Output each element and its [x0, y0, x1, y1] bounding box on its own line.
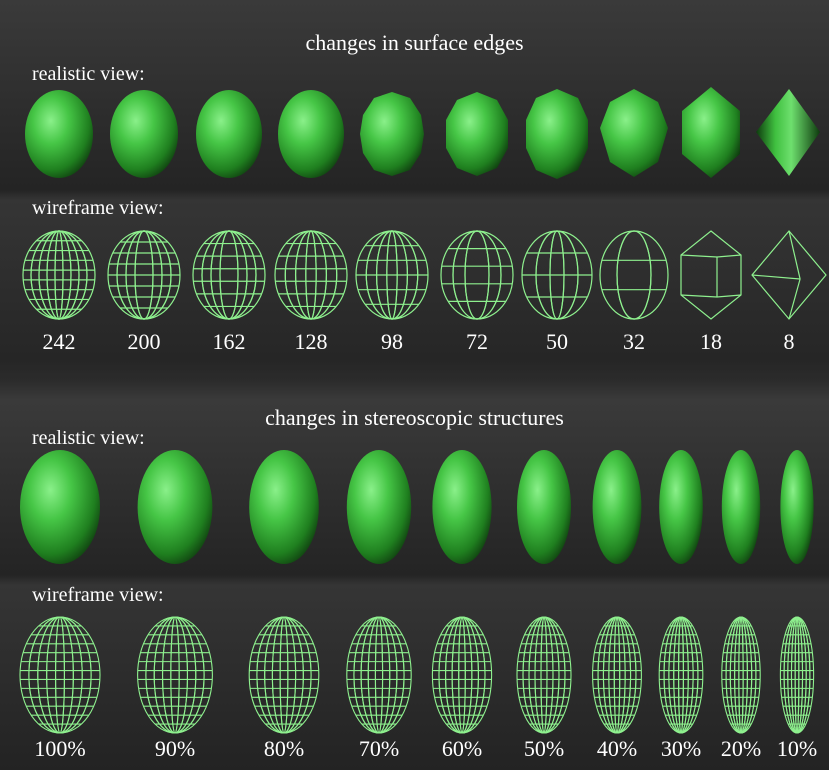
- wireframe-50-edges: [521, 230, 593, 320]
- percentage-label: 100%: [34, 736, 86, 761]
- ellipsoid-90-percent: [137, 450, 213, 564]
- polyhedron-72-edges: [446, 92, 508, 176]
- top-realistic-label: realistic view:: [32, 63, 145, 85]
- wireframe-70-percent: [346, 616, 412, 734]
- polyhedron-18-edges: [682, 87, 740, 178]
- bottom-realistic-shapes: [20, 450, 814, 564]
- wireframe-18-edges: [680, 230, 742, 320]
- ellipsoid-10-percent: [780, 450, 814, 564]
- edge-count-label: 50: [546, 329, 568, 354]
- wireframe-98-edges: [355, 230, 429, 320]
- ellipsoid-20-percent: [721, 450, 761, 564]
- percentage-label: 60%: [441, 736, 483, 761]
- polyhedron-50-edges: [526, 89, 588, 179]
- wireframe-90-percent: [137, 616, 213, 734]
- edge-count-label: 32: [623, 329, 645, 354]
- ellipsoid-128-edges: [278, 90, 344, 178]
- bottom-wireframe-label: wireframe view:: [32, 584, 164, 606]
- percentage-label: 90%: [154, 736, 196, 761]
- wireframe-10-percent: [779, 616, 815, 734]
- wireframe-40-percent: [592, 616, 642, 734]
- ellipsoid-50-percent: [517, 450, 571, 564]
- wireframe-32-edges: [599, 230, 669, 320]
- wireframe-80-percent: [248, 616, 320, 734]
- wireframe-72-edges: [440, 230, 514, 320]
- octahedron-8-edges: [756, 89, 820, 176]
- ellipsoid-30-percent: [659, 450, 703, 564]
- percentage-label: 80%: [263, 736, 305, 761]
- ellipsoid-100-percent: [20, 450, 100, 564]
- percentage-label: 50%: [523, 736, 565, 761]
- edge-count-label: 242: [42, 329, 76, 354]
- wireframe-128-edges: [274, 230, 348, 320]
- percentage-label: 40%: [596, 736, 638, 761]
- edge-count-label: 98: [381, 329, 403, 354]
- percentage-label: 10%: [776, 736, 818, 761]
- edge-count-label: 128: [294, 329, 328, 354]
- wireframe-242-edges: [22, 230, 96, 320]
- wireframe-200-edges: [107, 230, 181, 320]
- ellipsoid-70-percent: [346, 450, 412, 564]
- bottom-realistic-label: realistic view:: [32, 427, 145, 449]
- edge-count-label: 72: [466, 329, 488, 354]
- wireframe-100-percent: [19, 616, 101, 734]
- ellipsoid-162-edges: [196, 90, 262, 178]
- wireframe-60-percent: [431, 616, 493, 734]
- top-section-title: changes in surface edges: [305, 30, 524, 55]
- ellipsoid-200-edges: [110, 90, 178, 178]
- top-realistic-shapes: [25, 87, 820, 179]
- wireframe-50-percent: [516, 616, 572, 734]
- polyhedron-98-edges: [360, 92, 424, 176]
- percentage-label: 20%: [720, 736, 762, 761]
- top-wireframe-label: wireframe view:: [32, 197, 164, 219]
- edge-count-label: 8: [783, 329, 795, 354]
- ellipsoid-242-edges: [25, 90, 93, 178]
- wireframe-20-percent: [721, 616, 761, 734]
- ellipsoid-60-percent: [432, 450, 492, 564]
- percentage-label: 30%: [660, 736, 702, 761]
- edge-count-label: 162: [212, 329, 246, 354]
- polyhedron-32-edges: [600, 89, 668, 177]
- bottom-wireframe-shapes: [19, 616, 815, 734]
- percentage-label: 70%: [358, 736, 400, 761]
- wireframe-30-percent: [658, 616, 704, 734]
- edge-count-label: 200: [127, 329, 161, 354]
- ellipsoid-80-percent: [249, 450, 319, 564]
- edge-count-label: 18: [700, 329, 722, 354]
- ellipsoid-40-percent: [592, 450, 642, 564]
- wireframe-162-edges: [192, 230, 266, 320]
- bottom-section-title: changes in stereoscopic structures: [265, 405, 564, 430]
- wireframe-8-edges: [751, 230, 827, 320]
- top-wireframe-shapes: [22, 230, 827, 320]
